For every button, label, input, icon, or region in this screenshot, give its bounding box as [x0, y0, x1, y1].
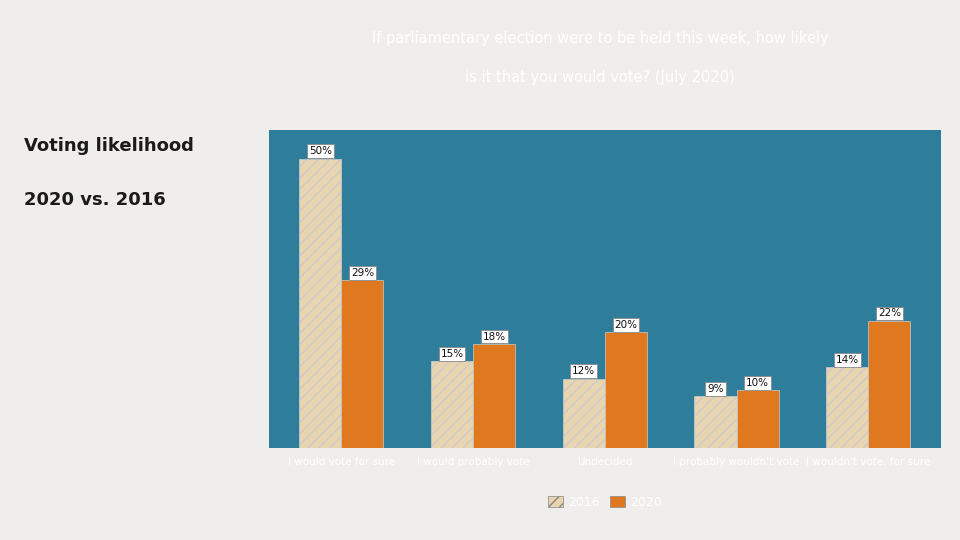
Text: 2020 vs. 2016: 2020 vs. 2016: [24, 191, 166, 209]
Text: is it that you would vote? (July 2020): is it that you would vote? (July 2020): [466, 70, 734, 85]
Bar: [300, 159, 341, 448]
Bar: [605, 332, 647, 448]
Text: 18%: 18%: [483, 332, 506, 342]
Bar: [736, 390, 779, 448]
Text: 29%: 29%: [350, 268, 373, 278]
Text: 9%: 9%: [708, 384, 724, 394]
Text: If parliamentary election were to be held this week, how likely: If parliamentary election were to be hel…: [372, 31, 828, 45]
Text: 15%: 15%: [441, 349, 464, 359]
Legend: 2016, 2020: 2016, 2020: [543, 491, 666, 514]
Text: 10%: 10%: [746, 378, 769, 388]
Bar: [694, 396, 736, 448]
Text: 22%: 22%: [877, 308, 901, 319]
Bar: [827, 367, 869, 448]
Text: 12%: 12%: [572, 366, 595, 376]
Text: 20%: 20%: [614, 320, 637, 330]
Bar: [431, 361, 473, 448]
Text: 14%: 14%: [836, 355, 859, 365]
Bar: [473, 344, 516, 448]
Text: Voting likelihood: Voting likelihood: [24, 137, 194, 155]
Bar: [869, 321, 910, 448]
Text: 50%: 50%: [309, 146, 332, 156]
Bar: [341, 280, 383, 448]
Bar: [563, 379, 605, 448]
